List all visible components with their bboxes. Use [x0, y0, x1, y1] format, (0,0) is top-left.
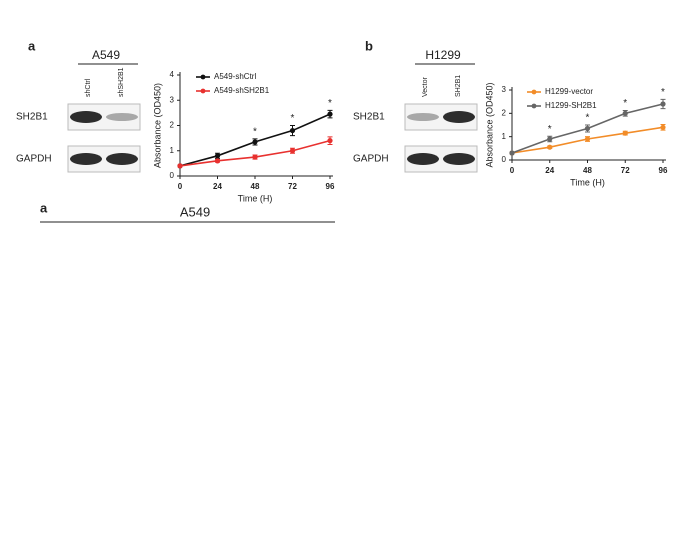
significance: * — [253, 127, 257, 138]
legend-label: A549-shSH2B1 — [214, 86, 270, 95]
marker — [622, 130, 628, 136]
marker — [289, 127, 296, 134]
marker — [584, 136, 591, 142]
marker — [660, 124, 666, 130]
cell-line-label: H1299 — [425, 48, 461, 62]
y-axis-label: Absorbance (OD450) — [484, 82, 494, 167]
significance: * — [291, 113, 295, 124]
marker — [252, 154, 258, 160]
legend-marker — [200, 74, 206, 80]
y-axis-label: Absorbance (OD450) — [152, 83, 162, 168]
marker — [177, 163, 183, 169]
blot-band — [443, 111, 475, 123]
lane-label: shSH2B1 — [118, 67, 125, 97]
blot-band — [407, 113, 439, 121]
y-tick-label: 3 — [502, 85, 507, 94]
panel-letter: b — [365, 38, 373, 53]
significance: * — [548, 124, 552, 135]
legend-label: H1299-vector — [545, 87, 593, 96]
y-tick-label: 2 — [502, 108, 507, 117]
y-tick-label: 2 — [170, 121, 175, 130]
legend-marker — [531, 103, 537, 109]
row-label: SH2B1 — [353, 112, 385, 123]
x-axis-label: Time (H) — [238, 193, 273, 203]
blot-band — [70, 111, 102, 123]
significance: * — [586, 113, 590, 124]
marker — [660, 101, 666, 107]
cell-line-label: A549 — [92, 48, 120, 62]
blot-band — [443, 153, 475, 165]
marker — [622, 110, 628, 116]
blot-band — [106, 113, 138, 121]
lane-label: Vector — [422, 76, 429, 97]
x-tick-label: 48 — [251, 182, 260, 191]
marker — [547, 136, 553, 142]
marker — [252, 139, 258, 145]
row-label: GAPDH — [16, 154, 52, 165]
marker — [327, 111, 333, 117]
x-tick-label: 96 — [659, 166, 668, 175]
y-tick-label: 4 — [170, 70, 175, 79]
row-label: GAPDH — [353, 154, 389, 165]
significance: * — [623, 98, 627, 109]
x-tick-label: 0 — [510, 166, 515, 175]
panel-letter: a — [28, 38, 36, 53]
marker — [327, 138, 333, 144]
significance: * — [661, 87, 665, 98]
significance: * — [328, 98, 332, 109]
legend-marker — [531, 89, 537, 95]
x-tick-label: 72 — [288, 182, 297, 191]
blot-band — [106, 153, 138, 165]
legend-label: A549-shCtrl — [214, 72, 256, 81]
legend-marker — [200, 88, 206, 94]
x-tick-label: 72 — [621, 166, 630, 175]
x-tick-label: 48 — [583, 166, 592, 175]
y-tick-label: 1 — [502, 132, 507, 141]
y-tick-label: 1 — [170, 146, 175, 155]
y-tick-label: 0 — [170, 171, 175, 180]
lane-label: shCtrl — [85, 78, 92, 97]
marker — [509, 150, 515, 156]
cell-line-label: A549 — [180, 204, 210, 219]
x-tick-label: 0 — [178, 182, 183, 191]
row-label: SH2B1 — [16, 112, 48, 123]
lane-label: SH2B1 — [455, 75, 462, 97]
y-tick-label: 3 — [170, 95, 175, 104]
x-tick-label: 24 — [545, 166, 554, 175]
marker — [289, 148, 296, 154]
marker — [547, 144, 553, 150]
blot-band — [407, 153, 439, 165]
y-tick-label: 0 — [502, 155, 507, 164]
panel-letter: a — [40, 200, 48, 215]
marker — [584, 125, 591, 132]
blot-band — [70, 153, 102, 165]
x-axis-label: Time (H) — [570, 177, 605, 187]
marker — [214, 158, 221, 164]
x-tick-label: 24 — [213, 182, 222, 191]
x-tick-label: 96 — [326, 182, 335, 191]
legend-label: H1299-SH2B1 — [545, 101, 597, 110]
marker — [214, 153, 221, 159]
